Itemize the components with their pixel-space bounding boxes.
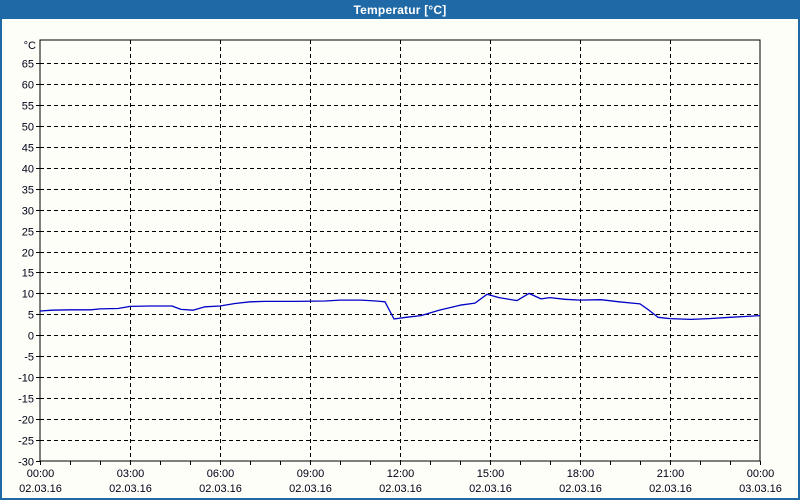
y-tick-label: 65 (22, 59, 34, 71)
y-tick-label: -20 (18, 415, 34, 427)
x-date-label: 02.03.16 (289, 483, 332, 495)
y-tick-label: 25 (22, 227, 34, 239)
x-time-label: 09:00 (297, 468, 325, 480)
y-tick-label: 55 (22, 101, 34, 113)
y-tick-label: 5 (28, 310, 34, 322)
x-time-label: 18:00 (567, 468, 595, 480)
x-date-label: 02.03.16 (649, 483, 692, 495)
x-time-label: 00:00 (27, 468, 55, 480)
x-time-label: 06:00 (207, 468, 235, 480)
temperature-series-line (39, 292, 761, 321)
y-tick-label: -25 (18, 436, 34, 448)
y-tick-label: 10 (22, 289, 34, 301)
chart-container: -30 -25 -20 -15 -10 -5 0 5 10 15 20 25 30 35 40 45 50 55 6… (2, 19, 798, 498)
y-tick-label: 0 (28, 331, 34, 343)
y-tick-label: -15 (18, 394, 34, 406)
y-tick-label: 40 (22, 164, 34, 176)
x-date-label: 02.03.16 (469, 483, 512, 495)
x-date-label: 02.03.16 (19, 483, 62, 495)
y-tick-label: 20 (22, 248, 34, 260)
x-time-label: 00:00 (747, 468, 775, 480)
y-tick-label: -10 (18, 373, 34, 385)
y-tick-label: -5 (24, 352, 34, 364)
x-time-label: 12:00 (387, 468, 415, 480)
y-tick-label: 45 (22, 143, 34, 155)
y-unit-label: °C (24, 40, 36, 52)
window-titlebar: Temperatur [°C] (2, 0, 798, 19)
x-date-label: 02.03.16 (379, 483, 422, 495)
y-tick-label: 30 (22, 206, 34, 218)
y-tick-label: 60 (22, 80, 34, 92)
x-date-label: 02.03.16 (559, 483, 602, 495)
x-date-label: 03.03.16 (739, 483, 782, 495)
temperature-chart: -30 -25 -20 -15 -10 -5 0 5 10 15 20 25 30 35 40 45 50 55 6… (18, 39, 782, 495)
y-tick-label: 50 (22, 122, 34, 134)
window-title: Temperatur [°C] (353, 2, 447, 17)
y-tick-label: -30 (18, 457, 34, 469)
x-date-label: 02.03.16 (109, 483, 152, 495)
x-time-label: 21:00 (657, 468, 685, 480)
x-time-label: 03:00 (117, 468, 145, 480)
y-tick-label: 35 (22, 185, 34, 197)
x-time-label: 15:00 (477, 468, 505, 480)
x-date-label: 02.03.16 (199, 483, 242, 495)
y-tick-label: 15 (22, 268, 34, 280)
